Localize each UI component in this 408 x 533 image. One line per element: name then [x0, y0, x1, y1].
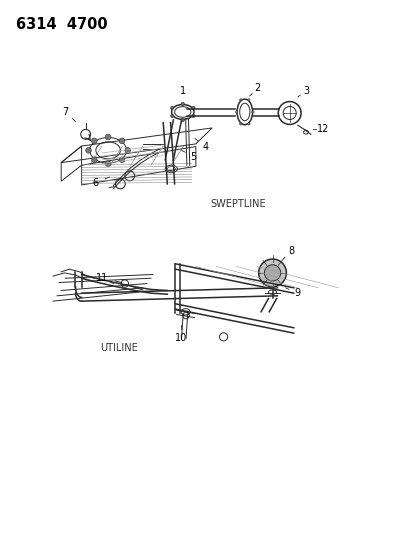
- Text: 10: 10: [175, 334, 187, 343]
- Circle shape: [181, 118, 184, 122]
- Circle shape: [239, 123, 242, 125]
- Circle shape: [259, 259, 286, 287]
- Text: 12: 12: [317, 124, 330, 134]
- Text: 6314  4700: 6314 4700: [16, 17, 108, 32]
- Circle shape: [192, 106, 195, 110]
- Circle shape: [252, 111, 254, 113]
- Circle shape: [235, 111, 238, 113]
- Circle shape: [105, 134, 111, 140]
- Text: UTILINE: UTILINE: [100, 343, 138, 352]
- Circle shape: [181, 102, 184, 106]
- Circle shape: [248, 99, 250, 101]
- Text: 5: 5: [191, 152, 197, 161]
- Text: 1: 1: [180, 86, 186, 95]
- Circle shape: [119, 157, 125, 163]
- Circle shape: [264, 265, 281, 281]
- Text: 6: 6: [92, 179, 98, 188]
- Circle shape: [105, 161, 111, 166]
- Circle shape: [125, 148, 131, 153]
- Text: 9: 9: [294, 288, 300, 298]
- Circle shape: [171, 106, 174, 110]
- Circle shape: [192, 114, 195, 118]
- Text: 2: 2: [255, 83, 261, 93]
- Text: 3: 3: [303, 86, 309, 95]
- Circle shape: [239, 99, 242, 101]
- Circle shape: [171, 114, 174, 118]
- Circle shape: [119, 138, 125, 144]
- Text: 4: 4: [202, 142, 208, 151]
- Circle shape: [91, 138, 97, 144]
- Text: 8: 8: [288, 246, 295, 255]
- Circle shape: [248, 123, 250, 125]
- Circle shape: [86, 148, 91, 153]
- Text: SWEPTLINE: SWEPTLINE: [210, 199, 266, 208]
- Circle shape: [91, 157, 97, 163]
- Text: 7: 7: [62, 107, 69, 117]
- Text: 11: 11: [96, 273, 108, 283]
